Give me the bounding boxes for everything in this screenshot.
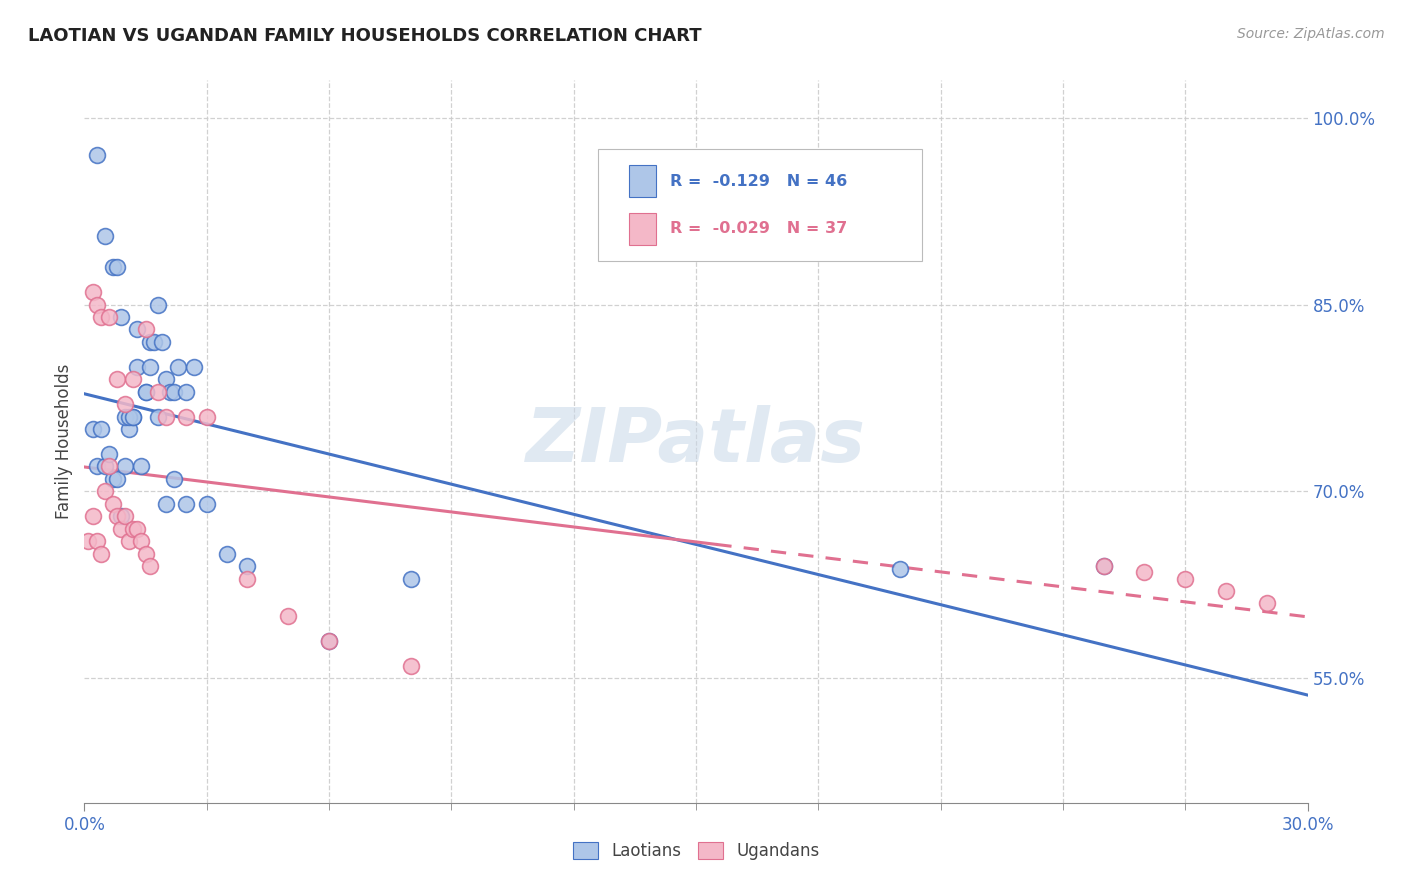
- Point: [155, 372, 177, 386]
- Point: [97, 310, 120, 324]
- Point: [114, 459, 136, 474]
- Point: [142, 334, 165, 349]
- FancyBboxPatch shape: [628, 212, 655, 245]
- Point: [131, 534, 153, 549]
- Point: [135, 384, 157, 399]
- Point: [195, 409, 218, 424]
- Point: [1133, 566, 1156, 580]
- Point: [138, 334, 160, 349]
- Point: [82, 422, 104, 436]
- Point: [86, 534, 108, 549]
- Point: [101, 497, 124, 511]
- Point: [138, 359, 160, 374]
- Point: [127, 522, 149, 536]
- Point: [1092, 559, 1115, 574]
- Point: [155, 409, 177, 424]
- Point: [174, 497, 197, 511]
- Point: [105, 260, 128, 274]
- Point: [110, 509, 132, 524]
- Point: [138, 559, 160, 574]
- Point: [236, 559, 259, 574]
- Point: [90, 310, 112, 324]
- Point: [105, 372, 128, 386]
- Point: [122, 409, 145, 424]
- Text: R =  -0.029   N = 37: R = -0.029 N = 37: [671, 221, 848, 236]
- Point: [93, 459, 115, 474]
- Point: [93, 484, 115, 499]
- FancyBboxPatch shape: [598, 149, 922, 260]
- Point: [167, 359, 190, 374]
- Point: [163, 472, 186, 486]
- Point: [110, 310, 132, 324]
- Point: [155, 497, 177, 511]
- Point: [1215, 584, 1237, 599]
- Point: [195, 497, 218, 511]
- Point: [318, 633, 340, 648]
- Point: [122, 372, 145, 386]
- Point: [146, 384, 169, 399]
- Point: [318, 633, 340, 648]
- Point: [399, 572, 422, 586]
- Point: [93, 229, 115, 244]
- Text: Source: ZipAtlas.com: Source: ZipAtlas.com: [1237, 27, 1385, 41]
- Point: [135, 322, 157, 336]
- Point: [110, 522, 132, 536]
- Point: [183, 359, 205, 374]
- FancyBboxPatch shape: [628, 165, 655, 197]
- Point: [1174, 572, 1197, 586]
- Point: [118, 422, 141, 436]
- Point: [118, 534, 141, 549]
- Point: [90, 422, 112, 436]
- Point: [135, 547, 157, 561]
- Point: [236, 572, 259, 586]
- Point: [127, 359, 149, 374]
- Point: [399, 658, 422, 673]
- Text: LAOTIAN VS UGANDAN FAMILY HOUSEHOLDS CORRELATION CHART: LAOTIAN VS UGANDAN FAMILY HOUSEHOLDS COR…: [28, 27, 702, 45]
- Point: [163, 384, 186, 399]
- Point: [174, 409, 197, 424]
- Point: [131, 459, 153, 474]
- Point: [159, 384, 181, 399]
- Point: [146, 409, 169, 424]
- Point: [86, 148, 108, 162]
- Point: [86, 459, 108, 474]
- Point: [150, 334, 173, 349]
- Legend: Laotians, Ugandans: Laotians, Ugandans: [567, 835, 825, 867]
- Y-axis label: Family Households: Family Households: [55, 364, 73, 519]
- Point: [97, 459, 120, 474]
- Point: [135, 384, 157, 399]
- Point: [114, 509, 136, 524]
- Point: [105, 509, 128, 524]
- Point: [146, 297, 169, 311]
- Point: [122, 522, 145, 536]
- Point: [101, 260, 124, 274]
- Point: [114, 409, 136, 424]
- Point: [217, 547, 239, 561]
- Point: [277, 609, 299, 624]
- Point: [114, 397, 136, 411]
- Point: [82, 285, 104, 299]
- Point: [77, 534, 100, 549]
- Point: [174, 384, 197, 399]
- Point: [118, 409, 141, 424]
- Point: [82, 509, 104, 524]
- Point: [1256, 597, 1278, 611]
- Point: [1092, 559, 1115, 574]
- Point: [122, 409, 145, 424]
- Text: R =  -0.129   N = 46: R = -0.129 N = 46: [671, 174, 848, 188]
- Point: [86, 297, 108, 311]
- Point: [105, 472, 128, 486]
- Point: [101, 472, 124, 486]
- Text: ZIPatlas: ZIPatlas: [526, 405, 866, 478]
- Point: [889, 561, 911, 575]
- Point: [97, 447, 120, 461]
- Point: [90, 547, 112, 561]
- Point: [127, 322, 149, 336]
